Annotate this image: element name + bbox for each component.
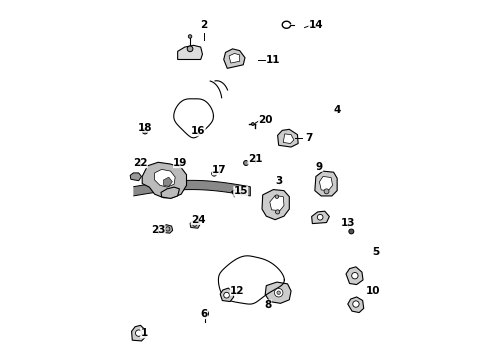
Text: 5: 5 bbox=[372, 247, 380, 257]
Polygon shape bbox=[348, 297, 364, 312]
Circle shape bbox=[188, 35, 192, 38]
Circle shape bbox=[352, 273, 358, 279]
Circle shape bbox=[204, 312, 207, 315]
PathPatch shape bbox=[133, 180, 250, 196]
Text: 7: 7 bbox=[305, 133, 313, 143]
Polygon shape bbox=[130, 173, 142, 181]
Text: 12: 12 bbox=[230, 285, 245, 296]
Text: 15: 15 bbox=[234, 186, 248, 196]
Circle shape bbox=[274, 288, 283, 297]
Text: 17: 17 bbox=[212, 165, 227, 175]
Polygon shape bbox=[319, 176, 333, 191]
Polygon shape bbox=[155, 169, 175, 187]
Polygon shape bbox=[178, 45, 202, 59]
Polygon shape bbox=[190, 221, 200, 228]
Circle shape bbox=[324, 189, 329, 194]
Circle shape bbox=[142, 128, 148, 134]
Text: 2: 2 bbox=[200, 20, 208, 30]
Text: 13: 13 bbox=[341, 218, 355, 228]
Polygon shape bbox=[278, 129, 298, 147]
Circle shape bbox=[212, 171, 217, 176]
Circle shape bbox=[353, 301, 359, 307]
Circle shape bbox=[187, 46, 193, 52]
Circle shape bbox=[349, 229, 354, 234]
Polygon shape bbox=[224, 49, 245, 68]
Text: 16: 16 bbox=[191, 126, 205, 136]
Circle shape bbox=[224, 292, 229, 298]
Polygon shape bbox=[346, 267, 363, 284]
Text: 22: 22 bbox=[133, 158, 147, 168]
Text: 18: 18 bbox=[138, 122, 152, 132]
Polygon shape bbox=[265, 282, 291, 303]
Circle shape bbox=[277, 291, 280, 294]
Text: 8: 8 bbox=[265, 300, 271, 310]
Polygon shape bbox=[262, 190, 289, 220]
Polygon shape bbox=[164, 177, 172, 186]
Text: 24: 24 bbox=[191, 215, 205, 225]
Text: 3: 3 bbox=[275, 176, 282, 186]
Polygon shape bbox=[270, 195, 284, 211]
Polygon shape bbox=[312, 211, 329, 224]
Polygon shape bbox=[220, 288, 234, 302]
Polygon shape bbox=[219, 256, 284, 304]
Polygon shape bbox=[229, 54, 240, 63]
Text: 1: 1 bbox=[140, 328, 147, 338]
Text: 23: 23 bbox=[151, 225, 166, 235]
Polygon shape bbox=[162, 225, 172, 233]
Polygon shape bbox=[315, 171, 337, 196]
Circle shape bbox=[135, 330, 142, 336]
Text: 11: 11 bbox=[266, 55, 281, 65]
Text: 6: 6 bbox=[200, 309, 208, 319]
Text: 14: 14 bbox=[309, 20, 323, 30]
Circle shape bbox=[251, 122, 254, 125]
Text: 9: 9 bbox=[316, 162, 323, 171]
Circle shape bbox=[318, 215, 323, 220]
Polygon shape bbox=[142, 162, 187, 198]
Text: 10: 10 bbox=[366, 285, 380, 296]
Polygon shape bbox=[283, 134, 294, 144]
Polygon shape bbox=[161, 187, 179, 198]
Text: 20: 20 bbox=[258, 116, 273, 125]
Text: 21: 21 bbox=[247, 154, 262, 165]
Text: 19: 19 bbox=[173, 158, 188, 168]
Circle shape bbox=[244, 161, 248, 166]
Polygon shape bbox=[132, 325, 146, 341]
Text: 4: 4 bbox=[334, 105, 341, 115]
Circle shape bbox=[275, 210, 280, 214]
Circle shape bbox=[275, 195, 279, 198]
